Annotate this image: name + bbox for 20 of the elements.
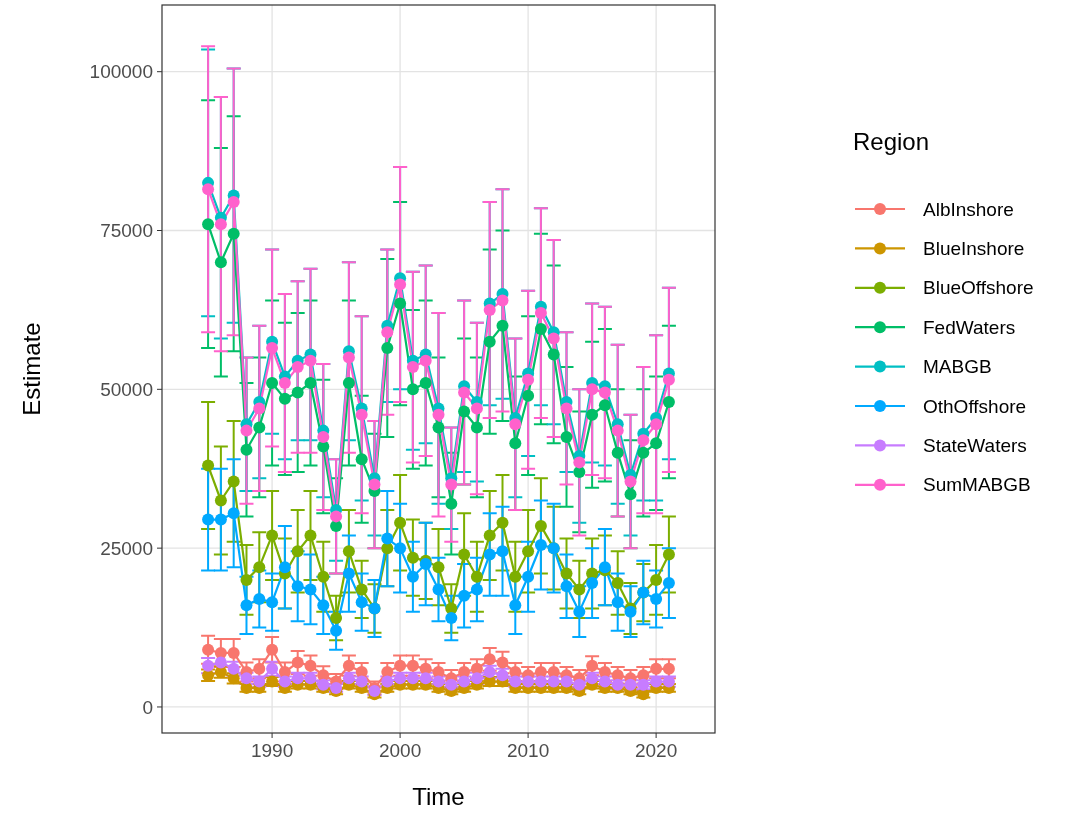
x-tick-label: 2020 bbox=[634, 740, 678, 761]
legend-label: OthOffshore bbox=[923, 395, 1027, 417]
y-tick-label: 25000 bbox=[100, 537, 153, 559]
legend-label: BlueInshore bbox=[923, 238, 1025, 260]
legend-label: FedWaters bbox=[923, 316, 1016, 338]
legend-label: AlbInshore bbox=[923, 198, 1014, 220]
x-axis-title: Time bbox=[412, 783, 465, 810]
legend-label: MABGB bbox=[923, 356, 992, 378]
legend-label: StateWaters bbox=[923, 435, 1027, 457]
y-tick-label: 100000 bbox=[89, 61, 153, 83]
x-tick-label: 1990 bbox=[250, 740, 294, 761]
legend-title: Region bbox=[853, 128, 930, 155]
y-tick-label: 50000 bbox=[100, 378, 153, 400]
y-tick-label: 75000 bbox=[100, 220, 153, 242]
y-axis-title: Estimate bbox=[18, 322, 45, 416]
legend-label: SumMABGB bbox=[923, 474, 1031, 496]
legend-label: BlueOffshore bbox=[923, 277, 1034, 299]
x-tick-label: 2010 bbox=[506, 740, 550, 761]
y-tick-label: 0 bbox=[142, 696, 153, 718]
x-tick-label: 2000 bbox=[378, 740, 422, 761]
